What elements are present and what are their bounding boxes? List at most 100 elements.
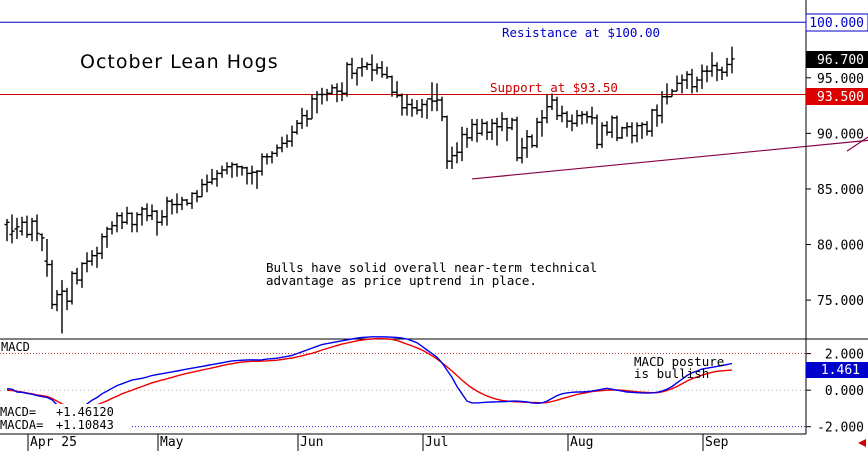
ohlc-bar [444,115,450,169]
ohlc-bar [674,75,680,92]
ohlc-bar [364,62,370,71]
month-label: Jul [425,435,448,450]
ohlc-bar [14,217,20,239]
ohlc-bar [389,75,395,97]
ohlc-bar [169,198,175,215]
ohlc-bar [304,110,310,127]
ohlc-bar [504,117,510,142]
ohlc-bar [219,165,225,178]
ohlc-bar [314,91,320,114]
ohlc-bar [414,100,420,115]
macd-last-tag-box [806,362,868,378]
ohlc-bar [144,203,150,222]
macd-ticks: 2.000 0.000 -2.000 [806,348,864,436]
macd-line [6,336,733,412]
month-label: Apr 25 [30,435,77,450]
macd-annotation-line-1: MACD posture [634,354,724,369]
ohlc-bar [594,114,600,149]
resistance-tag-box [805,13,868,32]
ohlc-bar [89,250,95,266]
ohlc-bar [629,122,635,144]
ohlc-bar [334,83,340,103]
price-tick-label: 95.000 [817,72,864,87]
ohlc-bar [479,118,485,136]
macd-panel-title: MACD [1,340,30,354]
ohlc-bar [34,214,40,242]
ohlc-bar [109,221,115,235]
ohlc-bar [684,71,690,89]
ohlc-bar [194,190,200,203]
ohlc-bar [714,62,720,82]
ohlc-bar [39,233,45,252]
ohlc-bar [114,212,120,233]
ohlc-bar [474,118,480,143]
macd-readout-box [0,404,130,431]
ohlc-bar [324,88,330,102]
ohlc-bar [439,96,445,122]
ohlc-bar [69,271,75,305]
ohlc-bar [719,66,725,81]
ohlc-bar [374,63,380,75]
ohlc-bar [529,134,535,148]
ohlc-bar [264,153,270,165]
ohlc-bar [164,196,170,226]
ohlc-bar [409,98,415,117]
ohlc-bar [489,118,495,141]
ohlc-bar [134,212,140,233]
ohlc-bar [464,127,470,148]
ohlc-bar [724,57,730,77]
trendlines [471,136,868,180]
ohlc-bar [614,115,620,142]
ohlc-bar [514,116,520,162]
ohlc-bar [199,178,205,198]
ohlc-bar [234,163,240,177]
ohlc-bar [274,144,280,157]
ohlc-bar [634,122,640,143]
scroll-left-arrow-icon[interactable] [858,439,866,447]
ohlc-bar [359,57,365,77]
ohlc-bar [19,216,25,236]
ohlc-bar [404,94,410,116]
chart-note-line-1: Bulls have solid overall near-term techn… [266,260,597,275]
macd-last-tag: 1.461 [821,363,860,378]
ohlc-bar [589,106,595,125]
ohlc-bar [139,206,145,226]
ohlc-bar [729,46,735,74]
ohlc-bar [449,146,455,169]
price-panel: October Lean Hogs Bulls have solid overa… [0,21,868,334]
ohlc-bar [284,134,290,148]
ohlc-bar [654,104,660,127]
ohlc-bar [424,98,430,119]
ohlc-bar [344,62,350,97]
ohlc-bar [184,198,190,206]
macd-tick-label: 0.000 [825,384,864,399]
ohlc-bar [644,121,650,136]
macda-readout-label: MACDA= [0,418,43,432]
ohlc-bar [649,108,655,137]
macda-readout-value: +1.10843 [56,418,114,432]
x-axis: Apr 25 May Jun Jul Aug Sep [0,433,866,451]
ohlc-bar [534,117,540,148]
ohlc-bars [4,46,735,334]
macd-readout-value: +1.46120 [56,405,114,419]
long-uptrend-trendline [471,139,868,180]
ohlc-bar [549,93,555,111]
ohlc-bar [434,83,440,112]
ohlc-bar [619,126,625,139]
ohlc-bar [229,162,235,178]
ohlc-bar [469,118,475,142]
ohlc-bar [209,168,215,185]
ohlc-bar [664,83,670,105]
month-label: Jun [300,435,323,450]
ohlc-bar [429,82,435,112]
ohlc-bar [79,262,85,288]
ohlc-bar [694,76,700,93]
ohlc-bar [104,226,110,248]
month-label: Sep [705,435,729,450]
ohlc-bar [279,136,285,153]
ohlc-bar [174,193,180,214]
ohlc-bar [189,192,195,209]
ohlc-bar [554,96,560,121]
ohlc-bar [299,107,305,129]
